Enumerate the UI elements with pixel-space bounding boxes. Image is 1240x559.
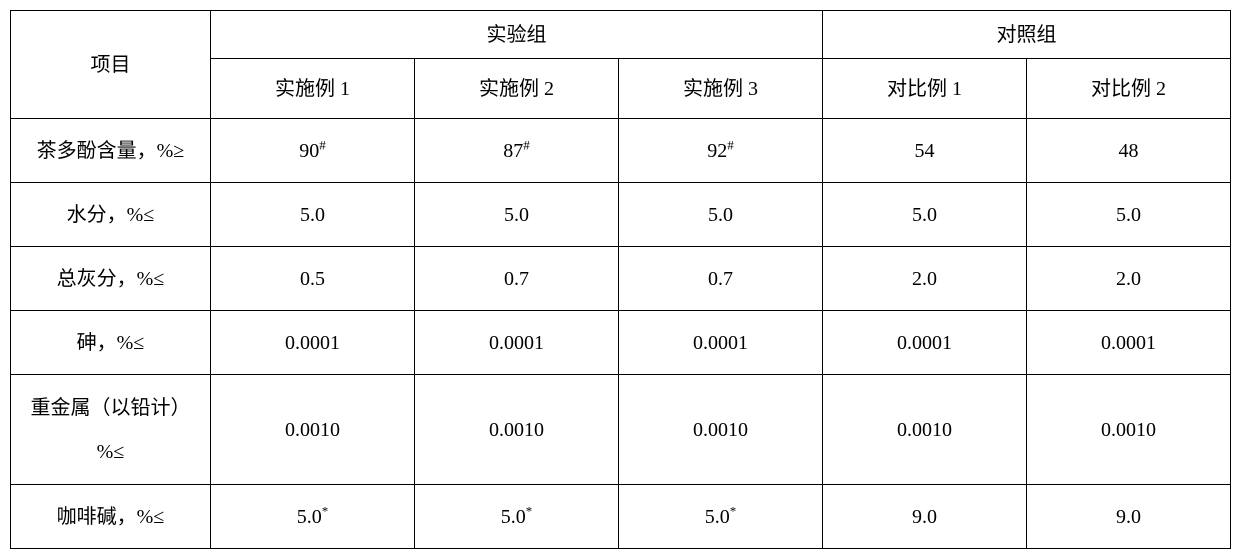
cell-value: 0.7 bbox=[415, 247, 619, 311]
cell-value: 5.0 bbox=[619, 183, 823, 247]
row-label: 茶多酚含量，%≥ bbox=[11, 119, 211, 183]
header-sub: 实施例 2 bbox=[415, 59, 619, 119]
cell-value: 0.7 bbox=[619, 247, 823, 311]
table-header: 项目 实验组 对照组 实施例 1 实施例 2 实施例 3 对比例 1 对比例 2 bbox=[11, 11, 1231, 119]
cell-value: 54 bbox=[823, 119, 1027, 183]
table-row: 咖啡碱，%≤5.0*5.0*5.0*9.09.0 bbox=[11, 485, 1231, 549]
cell-value: 0.0010 bbox=[211, 375, 415, 485]
header-group-experiment: 实验组 bbox=[211, 11, 823, 59]
cell-value: 48 bbox=[1027, 119, 1231, 183]
header-group-control: 对照组 bbox=[823, 11, 1231, 59]
cell-value: 0.0001 bbox=[1027, 311, 1231, 375]
cell-value: 0.0001 bbox=[619, 311, 823, 375]
table-row: 砷，%≤0.00010.00010.00010.00010.0001 bbox=[11, 311, 1231, 375]
cell-value: 5.0* bbox=[211, 485, 415, 549]
table-row: 水分，%≤5.05.05.05.05.0 bbox=[11, 183, 1231, 247]
cell-value: 5.0 bbox=[823, 183, 1027, 247]
table-body: 茶多酚含量，%≥90#87#92#5448水分，%≤5.05.05.05.05.… bbox=[11, 119, 1231, 549]
table-row: 茶多酚含量，%≥90#87#92#5448 bbox=[11, 119, 1231, 183]
table-row: 重金属（以铅计）%≤0.00100.00100.00100.00100.0010 bbox=[11, 375, 1231, 485]
cell-value: 87# bbox=[415, 119, 619, 183]
cell-value: 2.0 bbox=[1027, 247, 1231, 311]
cell-value: 0.0010 bbox=[415, 375, 619, 485]
table-row: 总灰分，%≤0.50.70.72.02.0 bbox=[11, 247, 1231, 311]
header-sub: 对比例 1 bbox=[823, 59, 1027, 119]
cell-value: 0.0001 bbox=[211, 311, 415, 375]
row-label: 水分，%≤ bbox=[11, 183, 211, 247]
row-label: 重金属（以铅计）%≤ bbox=[11, 375, 211, 485]
cell-value: 0.0010 bbox=[823, 375, 1027, 485]
header-label: 项目 bbox=[11, 11, 211, 119]
cell-value: 0.0001 bbox=[823, 311, 1027, 375]
cell-value: 2.0 bbox=[823, 247, 1027, 311]
header-sub: 对比例 2 bbox=[1027, 59, 1231, 119]
cell-value: 9.0 bbox=[1027, 485, 1231, 549]
data-table: 项目 实验组 对照组 实施例 1 实施例 2 实施例 3 对比例 1 对比例 2… bbox=[10, 10, 1231, 549]
cell-value: 92# bbox=[619, 119, 823, 183]
cell-value: 0.5 bbox=[211, 247, 415, 311]
cell-value: 0.0001 bbox=[415, 311, 619, 375]
header-sub: 实施例 1 bbox=[211, 59, 415, 119]
cell-value: 0.0010 bbox=[619, 375, 823, 485]
cell-value: 5.0* bbox=[415, 485, 619, 549]
row-label: 咖啡碱，%≤ bbox=[11, 485, 211, 549]
cell-value: 5.0* bbox=[619, 485, 823, 549]
cell-value: 5.0 bbox=[1027, 183, 1231, 247]
row-label: 砷，%≤ bbox=[11, 311, 211, 375]
cell-value: 9.0 bbox=[823, 485, 1027, 549]
row-label: 总灰分，%≤ bbox=[11, 247, 211, 311]
cell-value: 5.0 bbox=[211, 183, 415, 247]
cell-value: 0.0010 bbox=[1027, 375, 1231, 485]
header-sub: 实施例 3 bbox=[619, 59, 823, 119]
cell-value: 90# bbox=[211, 119, 415, 183]
cell-value: 5.0 bbox=[415, 183, 619, 247]
